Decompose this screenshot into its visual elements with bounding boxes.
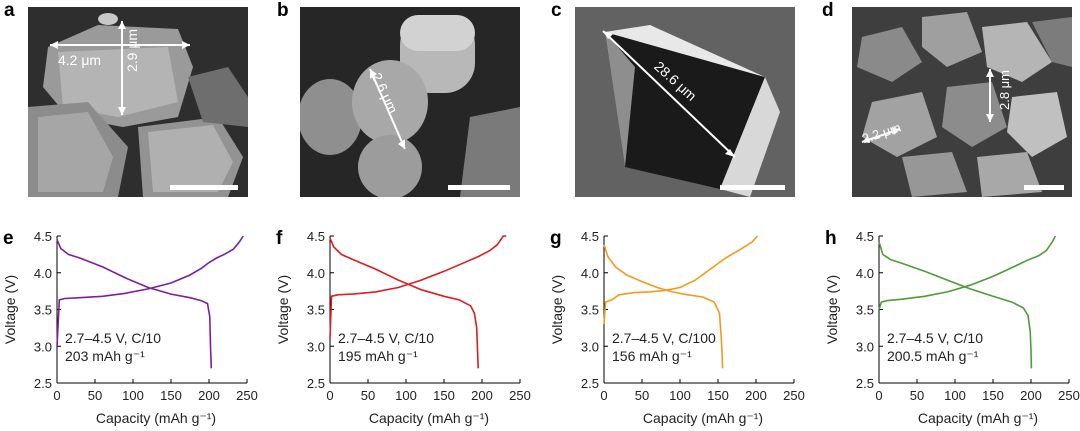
measure-label-a-height: 2.9 μm [124, 28, 140, 72]
discharge-curve [878, 241, 1033, 369]
panel-letter-h: h [825, 228, 837, 249]
annotation-capacity: 195 mAh g⁻¹ [338, 348, 418, 364]
x-axis-label: Capacity (mAh g⁻¹) [369, 410, 489, 426]
annotation-capacity: 156 mAh g⁻¹ [612, 348, 692, 364]
annotation-condition: 2.7–4.5 V, C/10 [65, 330, 161, 346]
x-axis-label: Capacity (mAh g⁻¹) [643, 410, 763, 426]
x-tick-label: 200 [745, 388, 767, 403]
panel-letter-d: d [822, 0, 834, 21]
y-tick-label: 4.0 [856, 266, 874, 281]
sem-image-a [28, 7, 248, 197]
y-tick-label: 4.5 [856, 229, 874, 244]
chart-panel-e: e 2.5 3.0 3.5 4.0 4.5 0 50 100 150 200 250 Capacity … [0, 226, 262, 431]
panel-letter-b: b [277, 0, 289, 21]
x-axis-label: Capacity (mAh g⁻¹) [96, 410, 216, 426]
x-tick-label: 50 [361, 388, 375, 403]
panel-letter-a: a [4, 0, 15, 21]
x-tick-label: 250 [783, 388, 805, 403]
y-tick-label: 3.5 [34, 303, 52, 318]
charge-curve [329, 235, 507, 339]
x-tick-label: 100 [122, 388, 144, 403]
x-tick-label: 150 [982, 388, 1004, 403]
x-tick-label: 50 [88, 388, 102, 403]
y-tick-label: 3.5 [856, 303, 874, 318]
charge-curve [56, 235, 244, 347]
y-tick-label: 3.5 [581, 303, 599, 318]
y-axis-label: Voltage (V) [2, 275, 18, 344]
sem-image-d [852, 7, 1072, 197]
y-tick-label: 3.5 [307, 303, 325, 318]
chart-panel-h: h 2.5 3.0 3.5 4.0 4.5 0 50 100 150 200 250 Capacity … [822, 226, 1080, 431]
chart-svg: g 2.5 3.0 3.5 4.0 4.5 0 50 100 150 200 250 Capacity … [549, 228, 805, 426]
x-tick-label: 150 [160, 388, 182, 403]
annotation-condition: 2.7–4.5 V, C/10 [338, 330, 434, 346]
y-tick-label: 2.5 [34, 376, 52, 391]
sem-image-b [300, 7, 520, 197]
chart-svg: h 2.5 3.0 3.5 4.0 4.5 0 50 100 150 200 250 Capacity … [824, 228, 1080, 426]
discharge-curve [603, 244, 724, 369]
x-tick-label: 200 [471, 388, 493, 403]
x-tick-label: 0 [875, 388, 882, 403]
x-tick-label: 200 [198, 388, 220, 403]
y-tick-label: 3.0 [307, 339, 325, 354]
x-tick-label: 50 [635, 388, 649, 403]
chart-svg: e 2.5 3.0 3.5 4.0 4.5 0 50 100 150 200 250 Capacity … [2, 228, 258, 426]
measure-label-d-height: 2.8 μm [997, 69, 1012, 110]
x-tick-label: 100 [669, 388, 691, 403]
x-tick-label: 200 [1020, 388, 1042, 403]
x-tick-label: 0 [53, 388, 60, 403]
y-tick-label: 4.0 [307, 266, 325, 281]
x-axis-label: Capacity (mAh g⁻¹) [918, 410, 1038, 426]
x-tick-label: 150 [433, 388, 455, 403]
y-axis-label: Voltage (V) [824, 275, 840, 344]
annotation-capacity: 203 mAh g⁻¹ [65, 348, 145, 364]
charge-curve [603, 235, 759, 325]
y-tick-label: 3.0 [856, 339, 874, 354]
discharge-curve [329, 237, 479, 369]
y-tick-label: 4.5 [581, 229, 599, 244]
chart-panel-f: f 2.5 3.0 3.5 4.0 4.5 0 50 100 150 200 250 Capacity … [273, 226, 535, 431]
panel-letter-c: c [551, 0, 562, 21]
x-tick-label: 250 [236, 388, 258, 403]
y-tick-label: 4.0 [581, 266, 599, 281]
panel-letter-f: f [276, 228, 283, 249]
y-tick-label: 4.5 [34, 229, 52, 244]
x-tick-label: 100 [944, 388, 966, 403]
chart-svg: f 2.5 3.0 3.5 4.0 4.5 0 50 100 150 200 250 Capacity … [275, 228, 531, 426]
y-tick-label: 2.5 [856, 376, 874, 391]
x-tick-label: 0 [600, 388, 607, 403]
annotation-condition: 2.7–4.5 V, C/10 [887, 330, 983, 346]
chart-panel-g: g 2.5 3.0 3.5 4.0 4.5 0 50 100 150 200 250 Capacity … [547, 226, 809, 431]
measure-label-a-width: 4.2 μm [58, 52, 102, 68]
y-tick-label: 3.0 [581, 339, 599, 354]
x-tick-label: 250 [1058, 388, 1080, 403]
x-tick-label: 150 [707, 388, 729, 403]
x-tick-label: 50 [910, 388, 924, 403]
x-tick-label: 0 [326, 388, 333, 403]
x-tick-label: 100 [395, 388, 417, 403]
annotation-condition: 2.7–4.5 V, C/100 [612, 330, 716, 346]
annotation-capacity: 200.5 mAh g⁻¹ [887, 348, 979, 364]
y-tick-label: 3.0 [34, 339, 52, 354]
x-tick-label: 250 [509, 388, 531, 403]
panel-letter-e: e [3, 228, 14, 249]
sem-image-c [575, 7, 795, 197]
discharge-curve [56, 239, 213, 369]
charge-curve [878, 235, 1057, 310]
y-tick-label: 4.0 [34, 266, 52, 281]
y-tick-label: 2.5 [581, 376, 599, 391]
y-axis-label: Voltage (V) [549, 275, 565, 344]
y-axis-label: Voltage (V) [275, 275, 291, 344]
y-tick-label: 4.5 [307, 229, 325, 244]
panel-letter-g: g [550, 228, 562, 249]
y-tick-label: 2.5 [307, 376, 325, 391]
